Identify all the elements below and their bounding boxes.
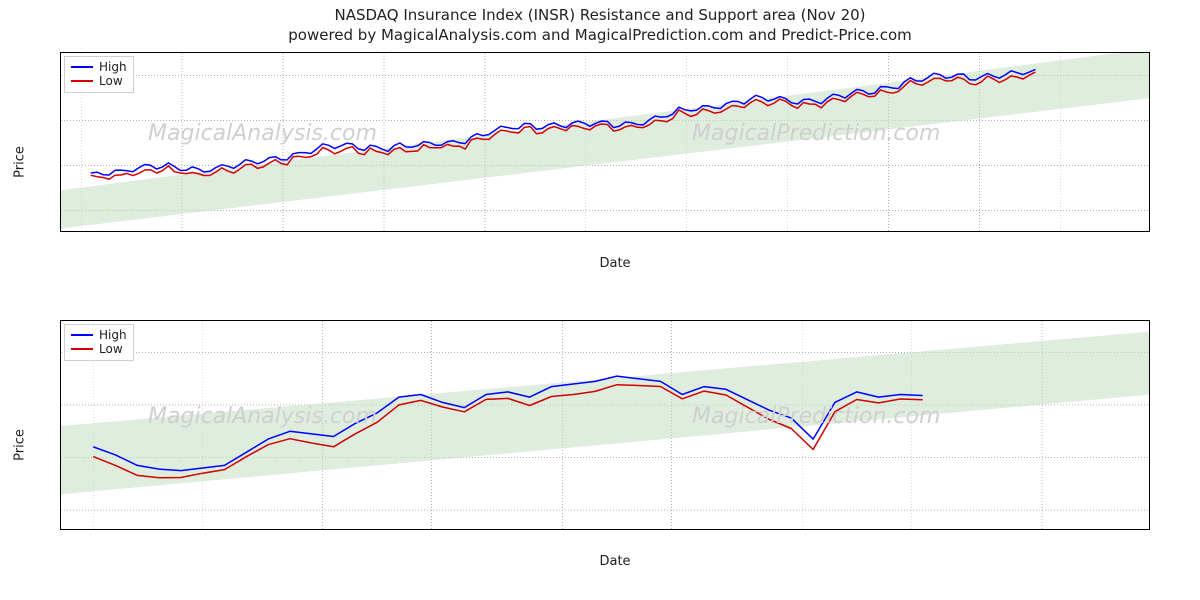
plot-area-top: MagicalAnalysis.com MagicalPrediction.co… bbox=[60, 52, 1150, 232]
chart-panel-bottom: Price MagicalAnalysis.com MagicalPredict… bbox=[60, 320, 1170, 570]
legend-entry-high: High bbox=[71, 60, 127, 74]
y-axis-title-bottom: Price bbox=[13, 429, 28, 461]
x-axis-title-top: Date bbox=[599, 256, 630, 271]
legend-entry-low: Low bbox=[71, 342, 127, 356]
chart-panel-top: Price MagicalAnalysis.com MagicalPredict… bbox=[60, 52, 1170, 272]
legend-entry-high: High bbox=[71, 328, 127, 342]
legend-entry-low: Low bbox=[71, 74, 127, 88]
legend-swatch-high bbox=[71, 334, 93, 336]
chart-subtitle: powered by MagicalAnalysis.com and Magic… bbox=[0, 24, 1200, 48]
legend-label-high: High bbox=[99, 60, 127, 74]
legend-swatch-low bbox=[71, 348, 93, 350]
x-axis-title-bottom: Date bbox=[599, 554, 630, 569]
legend-bottom: High Low bbox=[64, 324, 134, 361]
plot-area-bottom: MagicalAnalysis.com MagicalPrediction.co… bbox=[60, 320, 1150, 530]
legend-label-low: Low bbox=[99, 74, 123, 88]
chart-title: NASDAQ Insurance Index (INSR) Resistance… bbox=[0, 0, 1200, 24]
legend-top: High Low bbox=[64, 56, 134, 93]
legend-swatch-high bbox=[71, 66, 93, 68]
legend-label-high: High bbox=[99, 328, 127, 342]
legend-label-low: Low bbox=[99, 342, 123, 356]
legend-swatch-low bbox=[71, 80, 93, 82]
y-axis-title-top: Price bbox=[13, 146, 28, 178]
